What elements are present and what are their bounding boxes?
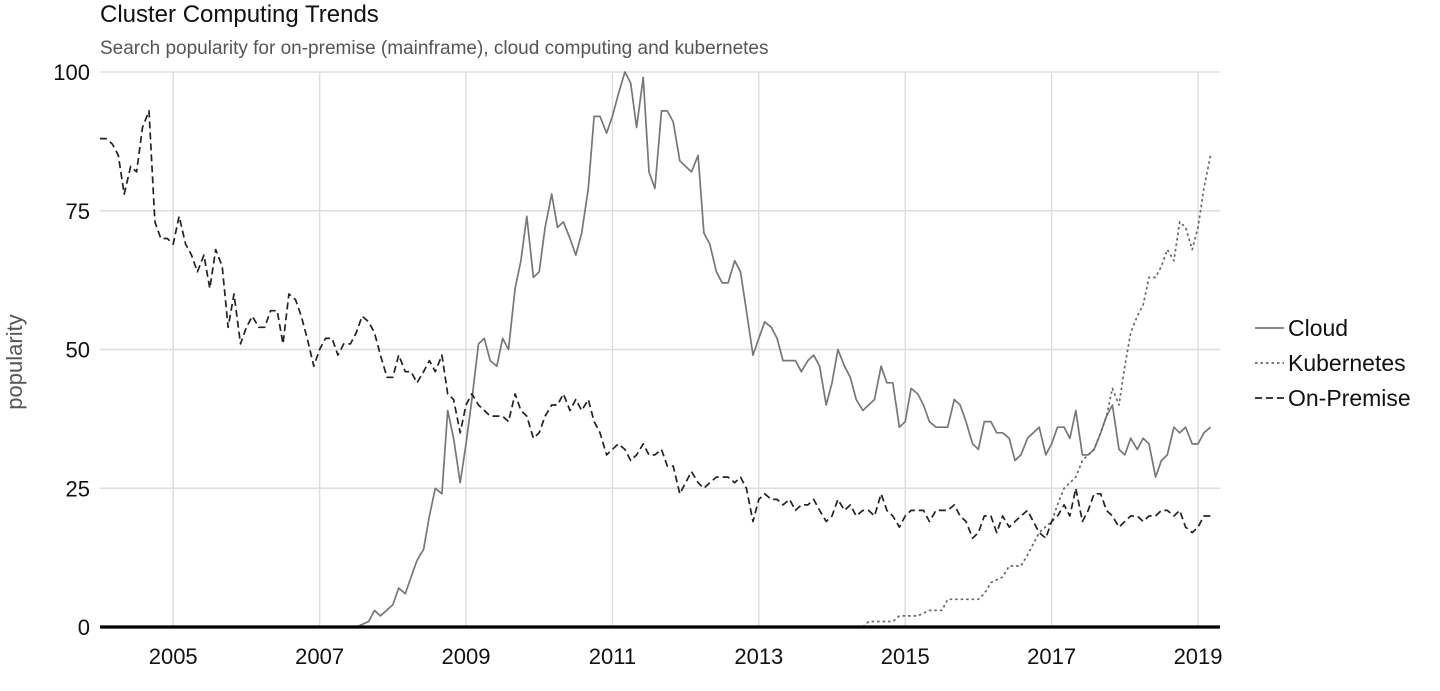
grid — [100, 71, 1220, 627]
legend-item: Cloud — [1255, 315, 1348, 341]
y-tick-label: 25 — [66, 476, 90, 501]
y-axis-title: popularity — [2, 314, 27, 409]
legend-label: Cloud — [1288, 315, 1348, 341]
x-tick-label: 2009 — [442, 644, 491, 669]
x-tick-label: 2019 — [1174, 644, 1223, 669]
chart-subtitle: Search popularity for on-premise (mainfr… — [100, 38, 769, 59]
x-tick-label: 2015 — [881, 644, 930, 669]
y-tick-label: 50 — [66, 338, 90, 363]
legend-item: On-Premise — [1255, 385, 1411, 411]
series-line-on-premise — [100, 110, 1211, 540]
legend-label: On-Premise — [1288, 385, 1411, 411]
legend-item: Kubernetes — [1255, 350, 1406, 376]
chart-title: Cluster Computing Trends — [100, 1, 379, 28]
y-tick-label: 100 — [53, 60, 90, 85]
x-tick-label: 2005 — [149, 644, 198, 669]
x-tick-label: 2011 — [589, 644, 636, 669]
legend: Cloud Kubernetes On-Premise — [1255, 315, 1411, 411]
legend-label: Kubernetes — [1288, 350, 1406, 376]
series-layer — [100, 71, 1212, 628]
series-line-cloud — [100, 71, 1212, 628]
x-tick-label: 2017 — [1027, 644, 1076, 669]
series-line-kubernetes — [862, 155, 1212, 628]
x-tick-label: 2007 — [295, 644, 344, 669]
x-tick-label: 2013 — [734, 644, 783, 669]
y-axis-ticks: 0 25 50 75 100 — [53, 60, 90, 640]
x-axis-ticks: 2005 2007 2009 2011 2013 2015 2017 2019 — [149, 644, 1223, 669]
y-tick-label: 0 — [78, 615, 90, 640]
y-tick-label: 75 — [66, 199, 90, 224]
